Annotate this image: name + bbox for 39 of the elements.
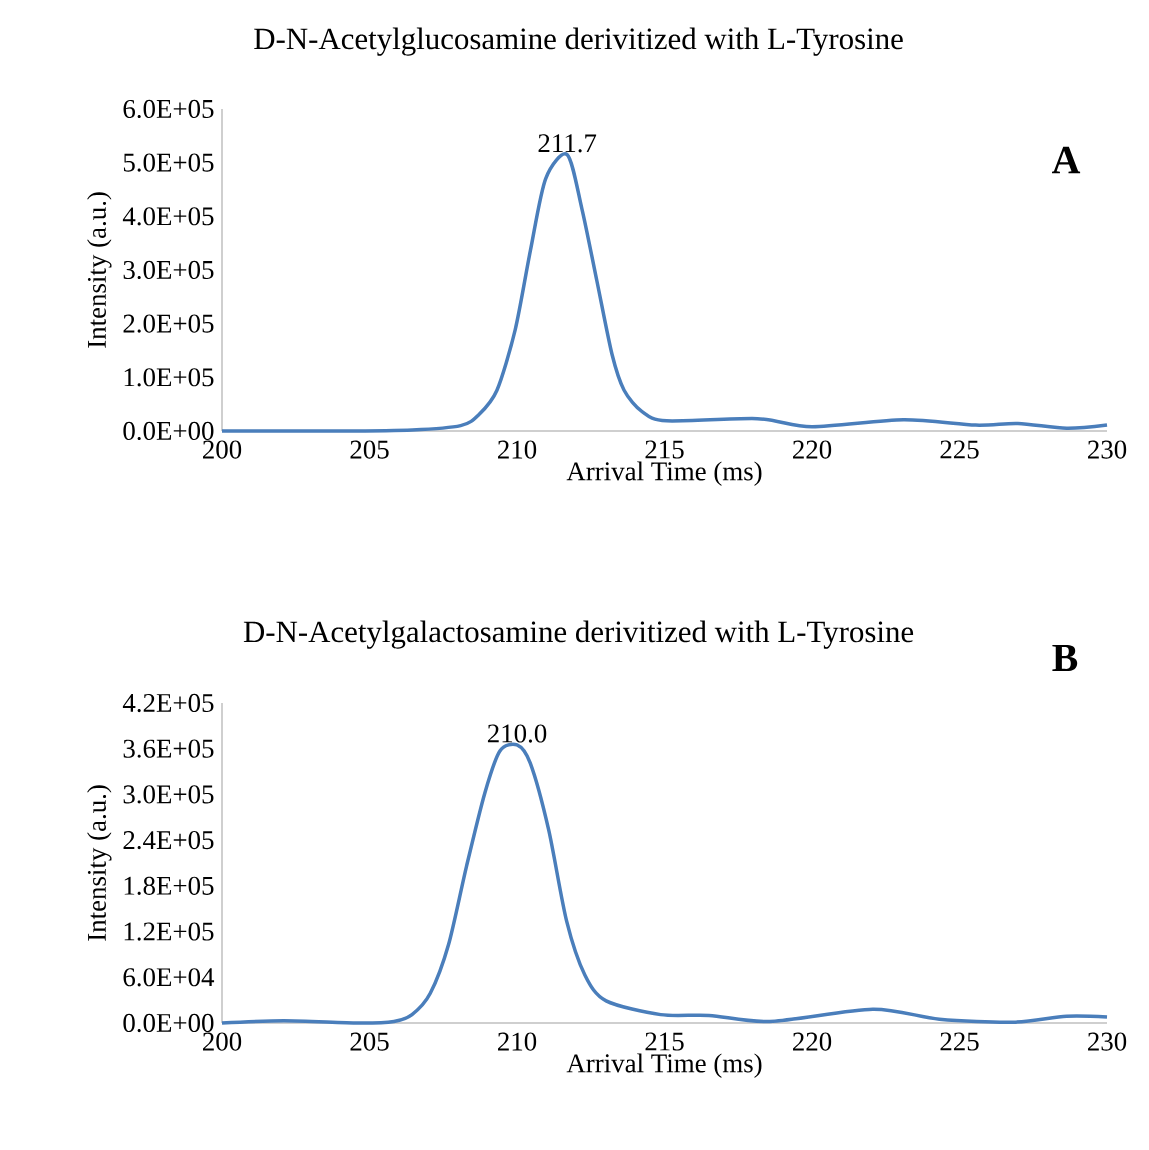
x-tick-label: 230 (1088, 440, 1127, 459)
y-tick-label: 4.2E+05 (122, 693, 214, 713)
x-tick-label: 225 (940, 1032, 979, 1051)
x-tick-label: 200 (203, 440, 242, 459)
y-tick-label: 0.0E+00 (123, 1013, 214, 1033)
x-tick-label: 210 (498, 1032, 537, 1051)
y-tick-label: 0.0E+00 (123, 421, 214, 441)
x-axis-title: Arrival Time (ms) (566, 1053, 762, 1078)
y-tick-label: 1.2E+05 (124, 922, 214, 941)
y-tick-label: 1.0E+05 (124, 368, 214, 387)
x-tick-label: 215 (645, 1032, 684, 1051)
y-axis-title: Intensity (a.u.) (87, 785, 112, 941)
y-axis-title: Intensity (a.u.) (87, 192, 112, 348)
text: B (1052, 644, 1078, 672)
annotation: A (1052, 146, 1081, 174)
y-tick-label: 6.0E+04 (123, 968, 215, 987)
y-tick-label: 4.0E+05 (122, 207, 214, 226)
y-tick-label: 1.8E+05 (124, 876, 214, 895)
x-tick-label: 220 (793, 1032, 832, 1051)
y-tick-label: 2.4E+05 (123, 831, 214, 850)
x-tick-label: 215 (645, 440, 684, 459)
x-tick-label: 205 (350, 440, 389, 459)
chart-title: D-N-Acetylgalactosamine derivitized with L-Tyrosine (243, 620, 914, 649)
x-tick-label: 205 (350, 1032, 389, 1051)
x-tick-label: 200 (203, 1032, 242, 1051)
y-tick-label: 3.0E+05 (123, 260, 214, 280)
x-tick-label: 230 (1088, 1032, 1127, 1051)
y-tick-label: 5.0E+05 (123, 153, 214, 172)
x-tick-label: 220 (793, 440, 832, 459)
annotation: 210.0 (487, 724, 547, 743)
y-tick-label: 3.0E+05 (123, 785, 214, 804)
x-axis-title: Arrival Time (ms) (566, 461, 762, 486)
y-tick-label: 3.6E+05 (123, 739, 214, 758)
y-tick-label: 6.0E+05 (123, 99, 214, 119)
chart-title: D-N-Acetylglucosamine derivitized with L-Tyrosine (254, 27, 903, 56)
x-tick-label: 225 (940, 440, 979, 459)
y-tick-label: 2.0E+05 (123, 314, 214, 333)
x-tick-label: 210 (498, 440, 537, 459)
annotation: 211.7 (538, 134, 597, 153)
